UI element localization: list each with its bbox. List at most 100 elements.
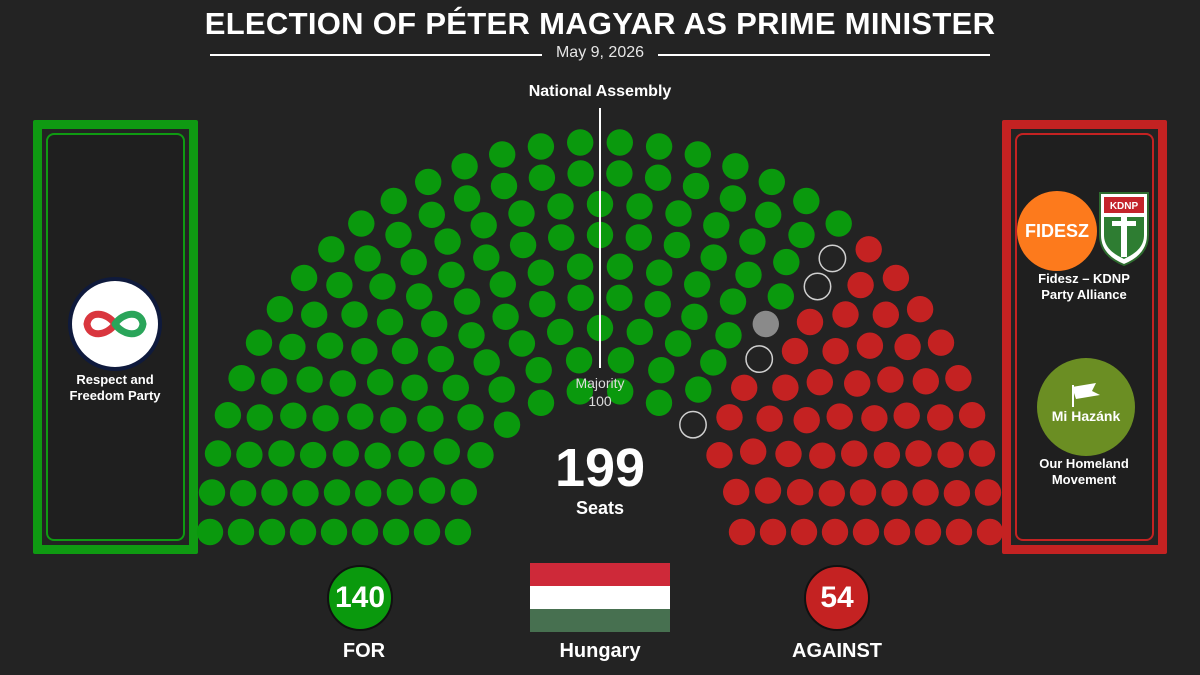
seat-for	[719, 288, 747, 315]
fidesz-logo-icon: FIDESZ	[1017, 191, 1097, 271]
seat-against	[906, 296, 934, 323]
seat-for	[700, 244, 727, 271]
seat-for	[433, 438, 460, 465]
seat-against	[844, 370, 871, 397]
seat-against	[945, 518, 973, 546]
seat-for	[773, 248, 800, 276]
seat-for	[509, 231, 537, 259]
seat-against	[943, 480, 971, 507]
seat-against	[723, 478, 750, 506]
seat-against	[883, 518, 911, 546]
seat-for	[289, 518, 317, 546]
seat-for	[292, 480, 319, 507]
seat-for	[236, 441, 263, 468]
seat-against	[790, 518, 818, 546]
seat-for	[351, 518, 379, 546]
seat-against	[881, 480, 908, 507]
seat-against	[706, 442, 733, 469]
seat-for	[825, 210, 852, 237]
seat-against	[856, 332, 884, 359]
mi-hazank-logo-icon: Mi Hazánk	[1037, 358, 1135, 456]
seat-for	[229, 480, 257, 507]
seat-against	[882, 264, 910, 292]
seat-for	[735, 261, 762, 288]
seat-for	[567, 160, 594, 187]
against-party-2-line1: Our Homeland	[1039, 456, 1129, 471]
for-party-label-line1: Respect and	[76, 372, 154, 387]
seat-for	[493, 411, 521, 438]
seat-against	[927, 329, 955, 356]
seat-for	[626, 193, 653, 220]
seat-for	[527, 389, 555, 416]
seat-against	[945, 365, 972, 392]
seat-for	[227, 518, 255, 546]
seat-for	[606, 284, 633, 311]
seat-for	[685, 376, 712, 403]
seat-against	[914, 518, 942, 546]
seat-for	[489, 141, 516, 168]
seat-for	[376, 308, 404, 336]
seat-for	[548, 224, 575, 251]
seat-for	[228, 365, 255, 392]
seat-for	[567, 284, 594, 311]
seat-for	[355, 480, 382, 507]
seat-for	[607, 347, 635, 374]
seat-for	[767, 283, 794, 310]
seat-for	[442, 374, 469, 401]
seat-absent	[803, 272, 832, 301]
seat-for	[364, 442, 391, 469]
seat-for	[457, 404, 484, 431]
seat-against	[826, 403, 853, 430]
flag-stripe-green	[530, 609, 670, 632]
seat-for	[417, 405, 444, 432]
seat-for	[326, 271, 353, 299]
seat-against	[976, 518, 1004, 546]
seat-for	[684, 271, 711, 298]
seat-for	[470, 212, 497, 239]
seat-for	[681, 303, 708, 330]
seat-against	[877, 366, 904, 393]
seat-for	[258, 518, 286, 546]
seat-for	[458, 322, 485, 349]
seat-against	[809, 442, 836, 469]
for-label: FOR	[342, 640, 386, 662]
tisza-logo-icon	[68, 277, 162, 371]
seat-against	[772, 374, 799, 401]
seat-against	[818, 480, 845, 507]
title-rule-right	[658, 54, 990, 56]
seat-for	[318, 236, 345, 263]
majority-label-value: 100	[588, 393, 612, 409]
seat-for	[261, 368, 288, 395]
seat-for	[528, 164, 556, 191]
seat-for	[606, 253, 634, 280]
title-rule-left	[210, 54, 542, 56]
seat-for	[527, 259, 554, 286]
seat-for	[453, 185, 481, 212]
total-seats-number: 199	[554, 438, 646, 498]
seat-absent	[745, 345, 774, 374]
seat-for	[261, 479, 288, 506]
seat-for	[438, 261, 465, 288]
seat-for	[467, 442, 494, 469]
seat-for	[682, 172, 710, 200]
seat-for	[351, 338, 378, 365]
seat-for	[451, 153, 478, 180]
majority-label: Majority 100	[540, 374, 660, 410]
seat-for	[644, 164, 672, 191]
seat-for	[400, 248, 427, 276]
seat-for	[329, 370, 356, 397]
seat-against	[832, 301, 859, 328]
against-count-badge: 54	[804, 565, 870, 631]
seat-for	[645, 133, 673, 160]
seat-for	[415, 168, 442, 196]
seat-for	[380, 407, 407, 434]
seat-for	[664, 330, 692, 357]
seat-for	[508, 200, 535, 227]
seat-for	[245, 329, 273, 356]
seat-against	[781, 337, 809, 365]
seat-for	[566, 253, 594, 280]
flag-stripe-white	[530, 586, 670, 609]
seat-for	[348, 210, 375, 237]
seat-for	[398, 440, 425, 468]
majority-label-text: Majority	[575, 375, 625, 391]
